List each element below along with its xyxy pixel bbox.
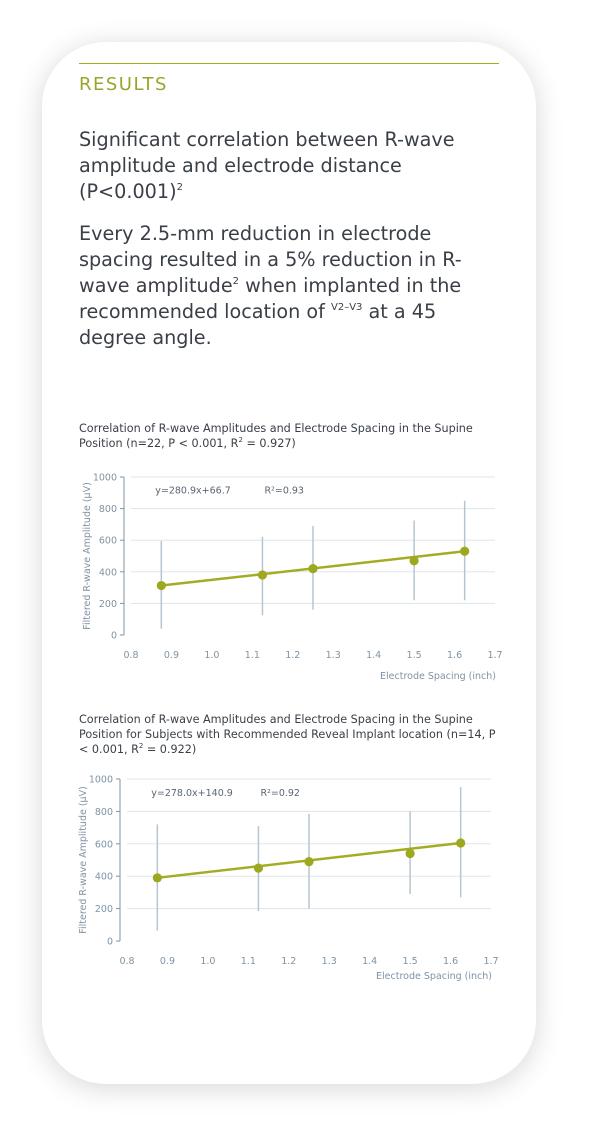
chart-1-x-tick-label: 1.5 <box>407 650 422 661</box>
chart-2-x-tick-label: 1.3 <box>322 956 337 967</box>
chart-2-x-tick-label: 1.2 <box>281 956 296 967</box>
chart-1-x-tick-label: 1.7 <box>487 650 502 661</box>
chart-2-data-point <box>304 857 314 867</box>
chart-1-y-axis-label: Filtered R-wave Amplitude (μV) <box>82 482 93 630</box>
chart-1-r-squared: R²=0.93 <box>264 486 304 497</box>
chart-1-x-tick-label: 0.9 <box>164 650 179 661</box>
section-label: RESULTS <box>79 74 168 95</box>
chart-2-title-sup: 2 <box>138 742 144 750</box>
finding-correlation-text: Significant correlation between R-wave a… <box>79 128 455 203</box>
chart-2-x-tick-label: 0.8 <box>119 956 134 967</box>
chart-2-y-tick-label: 600 <box>95 839 113 850</box>
chart-1-scatter-plot: 0 200 400 600 800 1000 0.8 0.9 1.0 1.1 1.2 1.3 1.4 1.… <box>82 473 503 683</box>
chart-1-x-tick-label: 1.0 <box>204 650 219 661</box>
chart-2-x-tick-label: 0.9 <box>160 956 175 967</box>
finding-correlation: Significant correlation between R-wave a… <box>79 127 509 205</box>
chart-1-title-sup: 2 <box>238 436 243 444</box>
chart-2-x-tick-label: 1.1 <box>241 956 256 967</box>
finding-reduction-text-b: when implanted in the recommended locati… <box>79 274 462 323</box>
chart-1-y-tick-label: 200 <box>99 599 117 610</box>
reference-sup: 2 <box>232 276 240 287</box>
chart-2-title-end: = 0.922) <box>143 743 197 756</box>
chart-1-x-tick-label: 1.3 <box>326 650 341 661</box>
chart-2-x-axis-label: Electrode Spacing (inch) <box>376 971 492 982</box>
chart-2-r-squared: R²=0.92 <box>260 788 300 799</box>
reference-sup: 2 <box>176 182 183 193</box>
chart-1-y-tick-label: 600 <box>99 536 117 547</box>
chart-1-equation: y=280.9x+66.7 <box>155 486 231 497</box>
chart-2-data-point <box>253 863 264 873</box>
chart-2-y-tick-label: 0 <box>107 937 113 948</box>
finding-reduction-text-c: at a 45 degree angle. <box>79 300 437 349</box>
chart-1-data-point <box>308 564 318 574</box>
section-rule <box>79 63 499 64</box>
chart-1-title: Correlation of R-wave Amplitudes and Ele… <box>79 421 499 451</box>
chart-1-y-tick-label: 400 <box>99 567 117 578</box>
chart-2-title-text: Correlation of R-wave Amplitudes and Ele… <box>79 713 496 756</box>
finding-reduction: Every 2.5-mm reduction in electrode spac… <box>79 221 509 351</box>
chart-2-title: Correlation of R-wave Amplitudes and Ele… <box>79 712 499 757</box>
chart-1-title-text: Correlation of R-wave Amplitudes and Ele… <box>79 422 473 450</box>
chart-2-data-point <box>405 848 415 859</box>
chart-1-x-tick-label: 1.2 <box>285 650 300 661</box>
chart-2-y-axis-label: Filtered R-wave Amplitude (μV) <box>78 786 89 934</box>
chart-2-x-tick-label: 1.6 <box>443 956 458 967</box>
implant-location-sup: V2–V3 <box>331 302 363 313</box>
chart-1-x-tick-label: 1.1 <box>245 650 260 661</box>
chart-1-x-tick-label: 1.4 <box>366 650 381 661</box>
chart-2-scatter-plot: 0 200 400 600 800 1000 0.8 0.9 1.0 1.1 1.2 1.3 1.4 1.… <box>78 775 499 983</box>
chart-1-y-tick-label: 800 <box>99 504 117 515</box>
chart-1-data-point <box>257 570 268 580</box>
chart-2-x-tick-label: 1.4 <box>362 956 377 967</box>
chart-1-x-tick-label: 1.6 <box>447 650 462 661</box>
chart-2-equation: y=278.0x+140.9 <box>151 788 233 799</box>
chart-1-x-tick-label: 0.8 <box>123 650 138 661</box>
chart-1-y-tick-label: 0 <box>111 631 117 642</box>
chart-2-y-tick-label: 400 <box>95 872 113 883</box>
chart-1-data-point <box>409 556 419 566</box>
chart-2-data-point <box>456 838 466 848</box>
chart-1-y-tick-label: 1000 <box>93 473 117 484</box>
chart-1-data-point <box>460 546 470 556</box>
chart-2-y-tick-label: 800 <box>95 807 113 818</box>
chart-1-data-point <box>156 580 166 591</box>
chart-2-y-tick-label: 1000 <box>89 775 113 786</box>
chart-2-x-tick-label: 1.7 <box>483 956 498 967</box>
finding-reduction-text-a: Every 2.5-mm reduction in electrode spac… <box>79 222 462 297</box>
chart-2-x-tick-label: 1.0 <box>200 956 215 967</box>
chart-2-data-point <box>152 873 162 883</box>
chart-1-title-end: = 0.927) <box>242 437 296 450</box>
chart-2-x-tick-label: 1.5 <box>403 956 418 967</box>
chart-1-x-axis-label: Electrode Spacing (inch) <box>380 671 496 682</box>
chart-2-y-tick-label: 200 <box>95 904 113 915</box>
